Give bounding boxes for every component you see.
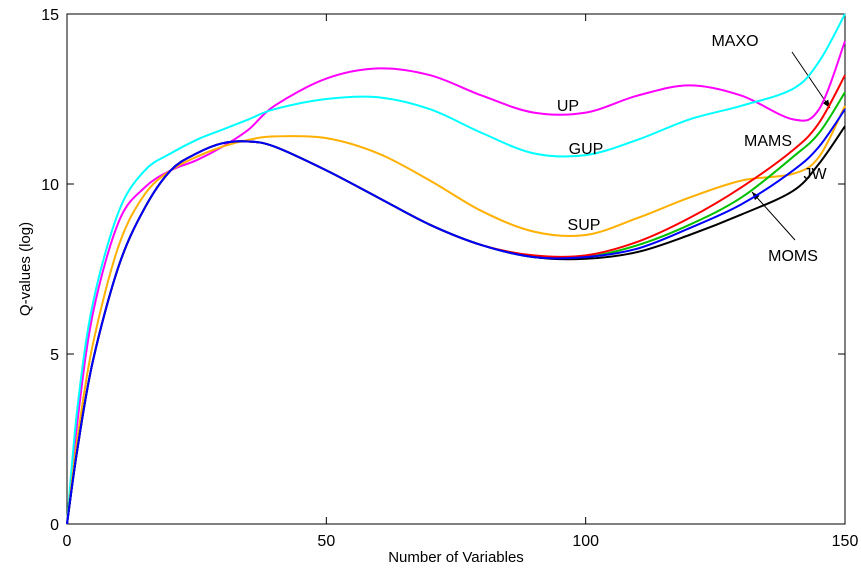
series-label: GUP — [569, 141, 604, 158]
series-label: MAXO — [711, 33, 758, 50]
series-label: UP — [557, 98, 579, 115]
series-line — [66, 105, 846, 525]
plot-frame — [66, 13, 846, 525]
series-label: JW — [803, 166, 827, 183]
series-line — [66, 13, 846, 525]
series-line — [66, 125, 846, 525]
series-label: MAMS — [744, 133, 792, 150]
x-tick-label: 150 — [832, 533, 859, 550]
x-tick-label: 100 — [572, 533, 599, 550]
series-label: MOMS — [768, 248, 818, 265]
series-line — [66, 91, 846, 525]
y-tick-label: 0 — [50, 517, 59, 534]
series-line — [66, 40, 846, 525]
y-tick-label: 15 — [41, 7, 59, 24]
x-axis-label: Number of Variables — [388, 549, 524, 566]
y-tick-label: 10 — [41, 177, 59, 194]
x-tick-label: 0 — [63, 533, 72, 550]
y-axis-label: Q-values (log) — [17, 222, 34, 316]
series-label: SUP — [568, 217, 601, 234]
series-line — [66, 74, 846, 525]
series-line — [66, 108, 846, 525]
y-tick-label: 5 — [50, 347, 59, 364]
annotation-arrow — [751, 191, 796, 241]
x-tick-label: 50 — [317, 533, 335, 550]
